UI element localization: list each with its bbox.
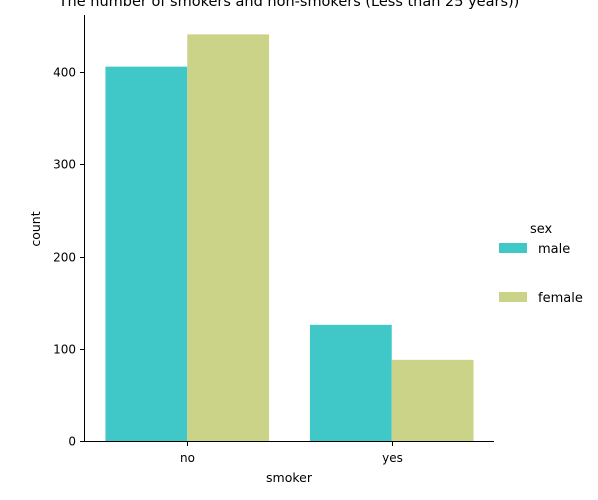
y-tick-label: 0 xyxy=(68,435,76,449)
y-axis-title: count xyxy=(28,211,43,246)
x-axis-ticks: no yes xyxy=(180,441,403,465)
legend: sex male female xyxy=(499,222,583,306)
bars-group xyxy=(105,34,474,442)
legend-label-male: male xyxy=(538,242,570,257)
bar-male-no xyxy=(105,66,188,441)
x-axis-title: smoker xyxy=(266,470,313,485)
x-tick-label: no xyxy=(180,451,195,465)
y-tick-label: 100 xyxy=(53,343,76,357)
y-tick-label: 400 xyxy=(53,66,76,80)
bar-male-yes xyxy=(309,324,392,441)
y-tick-label: 300 xyxy=(53,158,76,172)
legend-title: sex xyxy=(530,222,553,237)
chart-title: The number of smokers and non-smokers (L… xyxy=(58,0,520,10)
x-tick-label: yes xyxy=(382,451,403,465)
y-axis-ticks: 0 100 200 300 400 xyxy=(53,66,85,449)
y-tick-label: 200 xyxy=(53,251,76,265)
legend-swatch-female xyxy=(499,292,527,302)
bar-female-no xyxy=(187,34,270,442)
legend-swatch-male xyxy=(499,243,527,253)
legend-label-female: female xyxy=(538,291,583,306)
bar-female-yes xyxy=(391,359,474,441)
